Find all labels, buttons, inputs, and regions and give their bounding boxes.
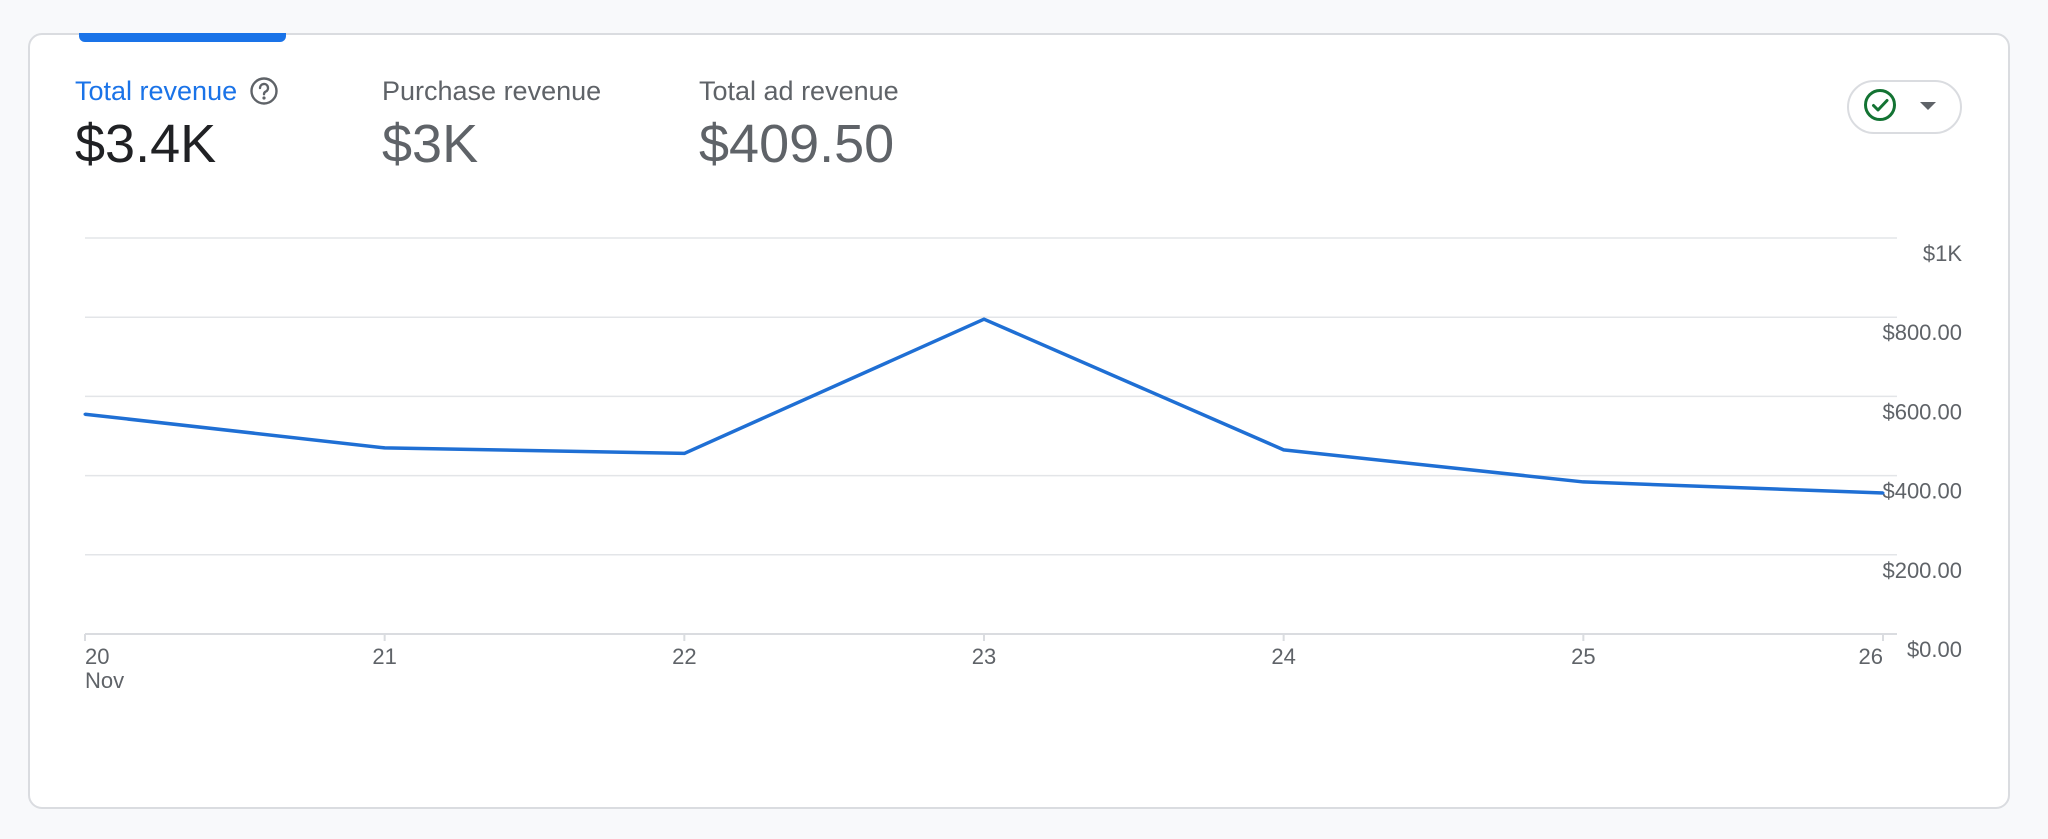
x-tick-label: 20 <box>85 644 109 669</box>
y-tick-label: $400.00 <box>1882 479 1962 504</box>
data-point <box>982 317 986 321</box>
metric-tab-purchase-revenue[interactable]: Purchase revenue $3K <box>382 74 601 176</box>
metric-label: Purchase revenue <box>382 76 602 106</box>
data-point <box>1881 491 1885 495</box>
dropdown-arrow-icon <box>1919 98 1937 116</box>
x-tick-label: 21 <box>372 644 396 669</box>
check-circle-icon <box>1863 88 1897 127</box>
y-tick-label: $800.00 <box>1882 320 1962 345</box>
data-point <box>682 451 686 455</box>
x-tick-label: 26 <box>1859 644 1883 669</box>
x-tick-label: 22 <box>672 644 696 669</box>
series-line <box>84 317 1884 495</box>
data-point <box>383 446 387 450</box>
metric-value: $3K <box>382 114 479 174</box>
metric-tab-total-ad-revenue[interactable]: Total ad revenue $409.50 <box>699 74 899 176</box>
data-point <box>1581 480 1585 484</box>
y-tick-label: $0.00 <box>1907 637 1962 662</box>
revenue-card <box>28 33 2010 809</box>
status-dropdown-button[interactable] <box>1847 80 1962 134</box>
metric-label: Total ad revenue <box>699 76 899 106</box>
x-tick-label: 24 <box>1271 644 1295 669</box>
metric-label: Total revenue <box>75 76 238 106</box>
metric-tab-total-revenue[interactable]: Total revenue $3.4K <box>75 74 279 176</box>
y-tick-label: $1K <box>1923 241 1962 266</box>
x-tick-label: 25 <box>1571 644 1595 669</box>
active-tab-indicator <box>79 33 286 42</box>
x-axis-month-label: Nov <box>85 668 124 693</box>
x-tick-label: 23 <box>972 644 996 669</box>
metric-value: $409.50 <box>699 114 895 174</box>
y-tick-label: $200.00 <box>1882 558 1962 583</box>
help-circle-icon[interactable] <box>249 76 279 106</box>
data-point <box>83 412 87 416</box>
data-point <box>1282 448 1286 452</box>
y-tick-label: $600.00 <box>1882 399 1962 424</box>
metric-value: $3.4K <box>75 114 217 174</box>
